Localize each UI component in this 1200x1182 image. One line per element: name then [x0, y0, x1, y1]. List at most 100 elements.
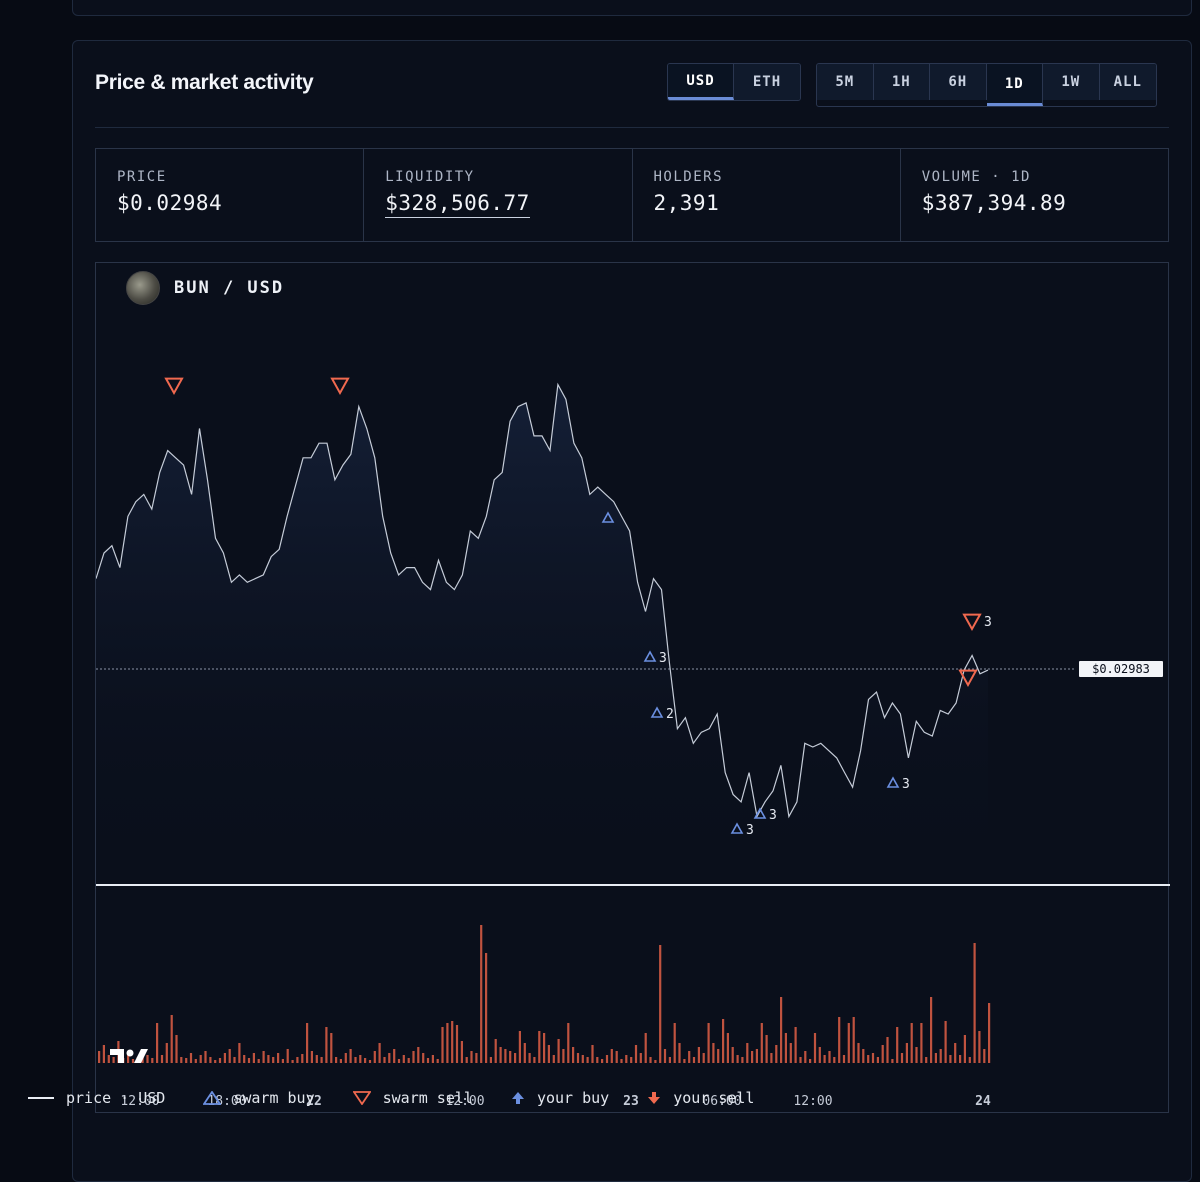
volume-bar — [480, 925, 483, 1063]
timeframe-6h-button[interactable]: 6H — [930, 64, 987, 100]
volume-bar — [199, 1055, 202, 1063]
volume-bar — [189, 1053, 193, 1063]
volume-bar — [194, 1059, 197, 1063]
volume-bar — [780, 997, 783, 1063]
volume-bar — [818, 1047, 821, 1063]
timeframe-1w-button[interactable]: 1W — [1043, 64, 1100, 100]
volume-bar — [485, 953, 488, 1063]
volume-bar — [973, 943, 976, 1063]
swarm-buy-marker[interactable]: 3 — [886, 776, 910, 792]
volume-bar — [412, 1051, 415, 1063]
volume-bar — [431, 1055, 434, 1063]
volume-bar — [842, 1055, 846, 1063]
triangle-down-outline-icon — [164, 377, 184, 396]
volume-bar — [683, 1059, 686, 1063]
volume-bar — [175, 1035, 178, 1063]
stat-volume-value: $387,394.89 — [921, 191, 1067, 215]
x-axis-tick-label: 12:00 — [793, 1094, 832, 1109]
volume-bar — [615, 1051, 618, 1063]
volume-bar — [789, 1043, 792, 1063]
volume-bar — [344, 1053, 347, 1063]
volume-bar — [436, 1059, 439, 1063]
marker-count: 3 — [659, 651, 667, 666]
volume-bar — [799, 1057, 802, 1063]
stat-volume-label: VOLUME · 1D — [921, 169, 1031, 185]
volume-bar — [934, 1053, 937, 1063]
volume-bar — [886, 1037, 889, 1063]
volume-bar — [707, 1023, 710, 1063]
swarm-sell-marker[interactable] — [164, 377, 184, 396]
volume-bar — [296, 1057, 299, 1063]
timeframe-5m-button[interactable]: 5M — [817, 64, 874, 100]
currency-eth-button[interactable]: ETH — [734, 64, 800, 100]
swarm-buy-marker[interactable]: 2 — [650, 706, 674, 722]
volume-bar — [581, 1055, 584, 1063]
swarm-sell-marker[interactable]: 3 — [962, 613, 992, 632]
volume-bar — [668, 1057, 671, 1063]
legend-price-label: price · USD — [66, 1089, 166, 1107]
arrow-down-icon — [647, 1091, 661, 1105]
volume-bar — [514, 1053, 517, 1063]
volume-bar — [465, 1057, 468, 1063]
volume-bar — [784, 1033, 787, 1063]
volume-bar — [576, 1053, 580, 1063]
volume-bar — [127, 1053, 130, 1063]
volume-bar — [988, 1003, 991, 1063]
volume-bar — [388, 1053, 391, 1063]
volume-bar — [252, 1053, 255, 1063]
volume-bar — [247, 1058, 251, 1063]
volume-bar — [634, 1045, 638, 1063]
price-series-line — [96, 382, 989, 819]
volume-bar — [209, 1057, 212, 1063]
volume-bar — [373, 1051, 376, 1063]
volume-bar — [518, 1031, 521, 1063]
legend-swarm-buy-label: swarm buy — [233, 1089, 315, 1107]
swarm-sell-marker[interactable] — [958, 669, 978, 688]
stat-liquidity-value[interactable]: $328,506.77 — [385, 191, 530, 218]
volume-bar — [746, 1043, 749, 1063]
volume-bar — [639, 1053, 642, 1063]
volume-bar — [393, 1049, 396, 1063]
swarm-buy-marker[interactable] — [601, 511, 615, 523]
swarm-buy-marker[interactable]: 3 — [753, 807, 777, 823]
swarm-buy-marker[interactable]: 3 — [643, 650, 667, 666]
timeframe-all-button[interactable]: ALL — [1099, 64, 1156, 100]
legend-your-buy: your buy — [511, 1089, 609, 1107]
swarm-sell-marker[interactable] — [330, 377, 350, 396]
volume-bar — [838, 1017, 841, 1063]
marker-count: 3 — [902, 777, 910, 792]
stat-holders-value: 2,391 — [653, 191, 720, 215]
swarm-buy-marker[interactable]: 3 — [730, 822, 754, 838]
volume-bar — [228, 1049, 231, 1063]
volume-bar — [765, 1035, 768, 1063]
volume-bar — [160, 1055, 164, 1063]
volume-bar — [354, 1057, 357, 1063]
volume-bar — [978, 1031, 981, 1063]
legend-swarm-sell: swarm sell — [352, 1089, 473, 1107]
volume-bar — [538, 1031, 541, 1063]
volume-bar — [968, 1057, 971, 1063]
volume-bar — [397, 1059, 401, 1063]
volume-bar — [325, 1027, 328, 1063]
volume-bar — [833, 1057, 836, 1063]
volume-bar — [422, 1053, 425, 1063]
volume-bar — [281, 1059, 284, 1063]
volume-bar — [910, 1023, 913, 1063]
triangle-up-outline-icon — [650, 706, 664, 718]
volume-bar — [257, 1059, 260, 1063]
volume-bar — [572, 1047, 575, 1063]
volume-bar — [900, 1053, 904, 1063]
volume-bar — [963, 1035, 966, 1063]
triangle-up-outline-icon — [886, 776, 900, 788]
volume-bar — [218, 1058, 222, 1063]
currency-usd-button[interactable]: USD — [668, 64, 734, 100]
volume-bar — [794, 1027, 797, 1063]
volume-bar — [185, 1058, 188, 1063]
volume-bar — [547, 1045, 550, 1063]
volume-bar — [930, 997, 933, 1063]
timeframe-1h-button[interactable]: 1H — [873, 64, 930, 100]
volume-bar — [591, 1045, 594, 1063]
timeframe-1d-button[interactable]: 1D — [986, 64, 1043, 106]
